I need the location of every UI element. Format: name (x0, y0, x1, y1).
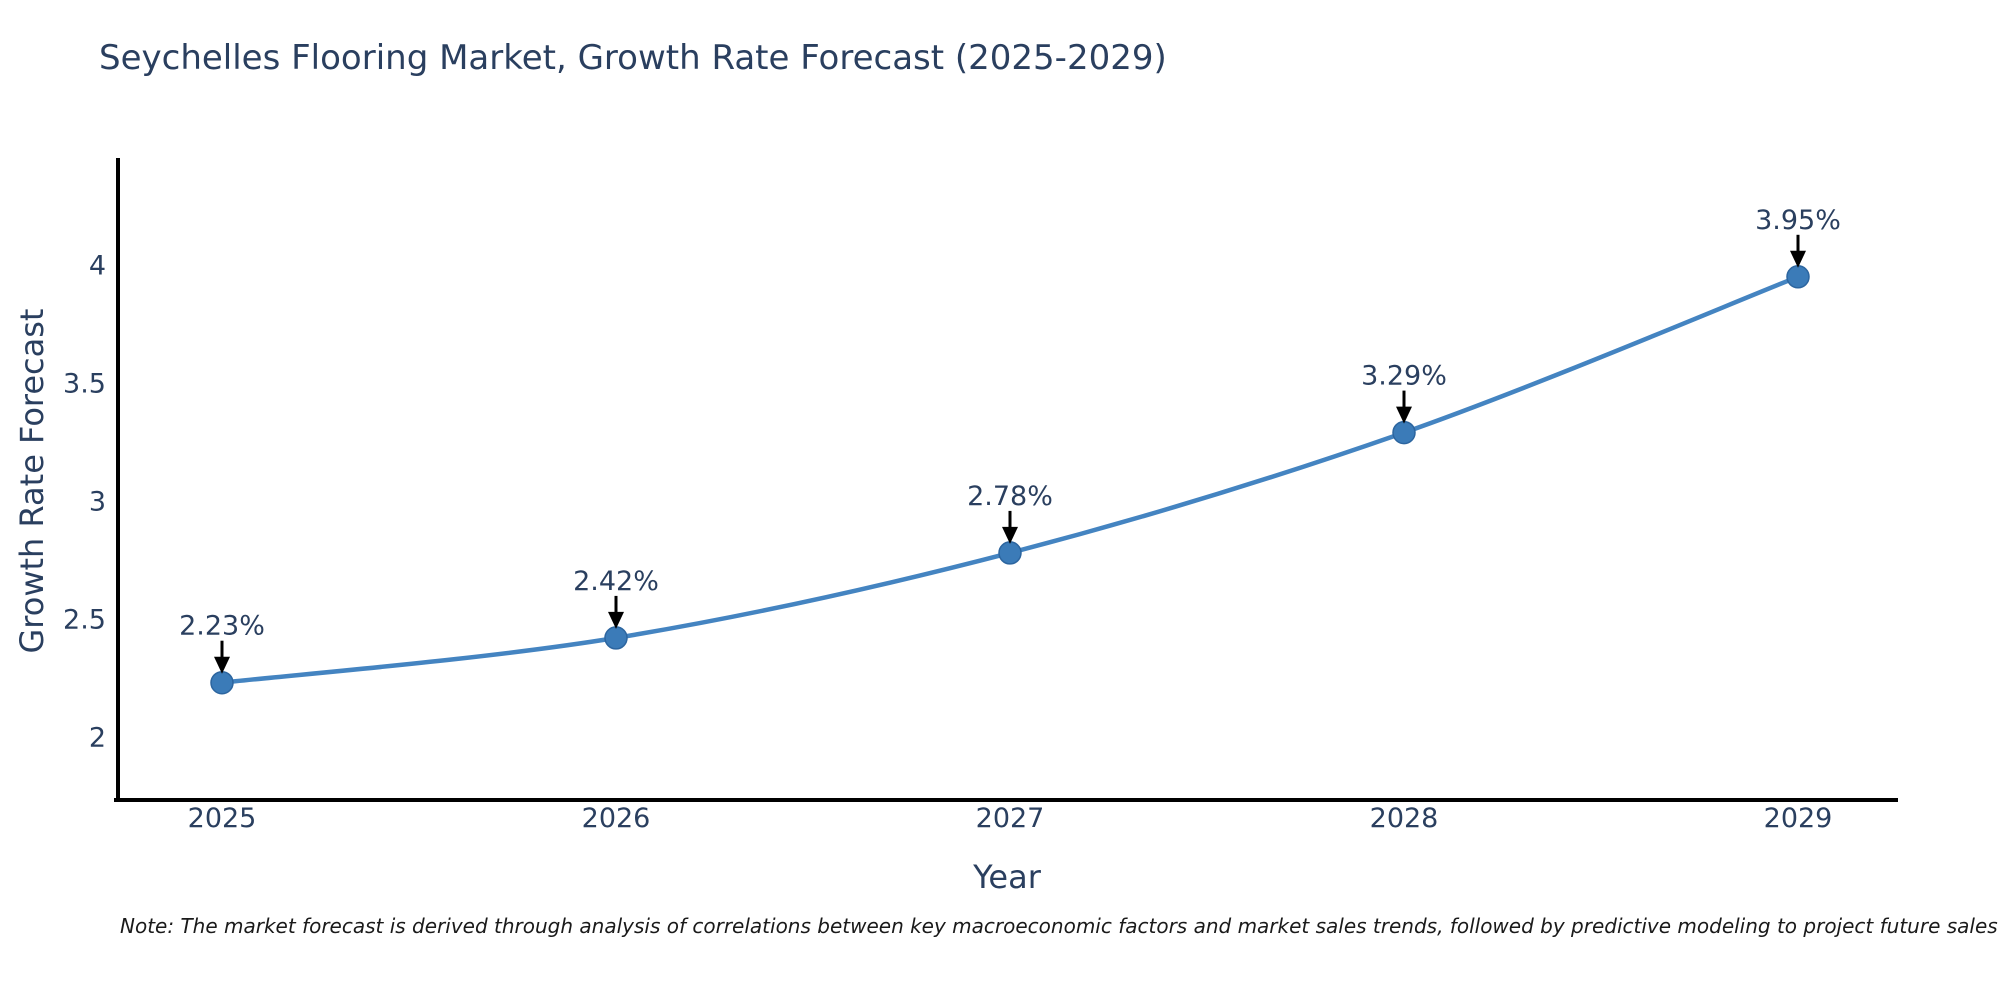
annotation-arrowhead (214, 656, 230, 674)
trend-line (219, 274, 1801, 685)
data-point-label: 2.23% (179, 611, 265, 642)
annotation-arrowhead (1002, 526, 1018, 544)
x-axis-title: Year (973, 858, 1041, 896)
y-tick-label: 3.5 (63, 369, 106, 400)
x-tick-label: 2029 (1764, 803, 1833, 834)
annotation-arrowhead (608, 611, 624, 629)
tick-layer: 2025 2026 2027 2028 2029 2 2.5 3 3.5 4 (63, 251, 1832, 835)
data-point-marker (604, 626, 628, 650)
x-tick-label: 2027 (976, 803, 1045, 834)
y-axis-spine (116, 158, 120, 802)
series-layer (210, 265, 1810, 695)
y-tick-label: 2.5 (63, 605, 106, 636)
data-point-label: 3.95% (1755, 205, 1841, 236)
annotation-arrowhead (1396, 406, 1412, 424)
data-point-marker (998, 541, 1022, 565)
y-tick-label: 4 (89, 251, 106, 282)
data-point-marker (1392, 420, 1416, 445)
y-tick-label: 3 (89, 487, 106, 518)
x-tick-label: 2026 (582, 803, 651, 834)
x-tick-label: 2028 (1370, 803, 1439, 834)
data-point-label: 2.42% (573, 566, 659, 597)
data-point-marker (210, 670, 234, 695)
chart-title: Seychelles Flooring Market, Growth Rate … (99, 38, 1167, 78)
x-axis-spine (114, 798, 1898, 802)
footnote: Note: The market forecast is derived thr… (120, 914, 1998, 938)
data-point-label: 3.29% (1361, 361, 1447, 392)
x-tick-label: 2025 (188, 803, 257, 834)
data-point-label: 2.78% (967, 481, 1053, 512)
annotation-arrowhead (1790, 250, 1806, 268)
data-point-marker (1786, 265, 1810, 289)
annotation-layer: 2.23% 2.42% 2.78% 3.29% 3.95% (179, 205, 1841, 674)
y-tick-label: 2 (89, 723, 106, 754)
